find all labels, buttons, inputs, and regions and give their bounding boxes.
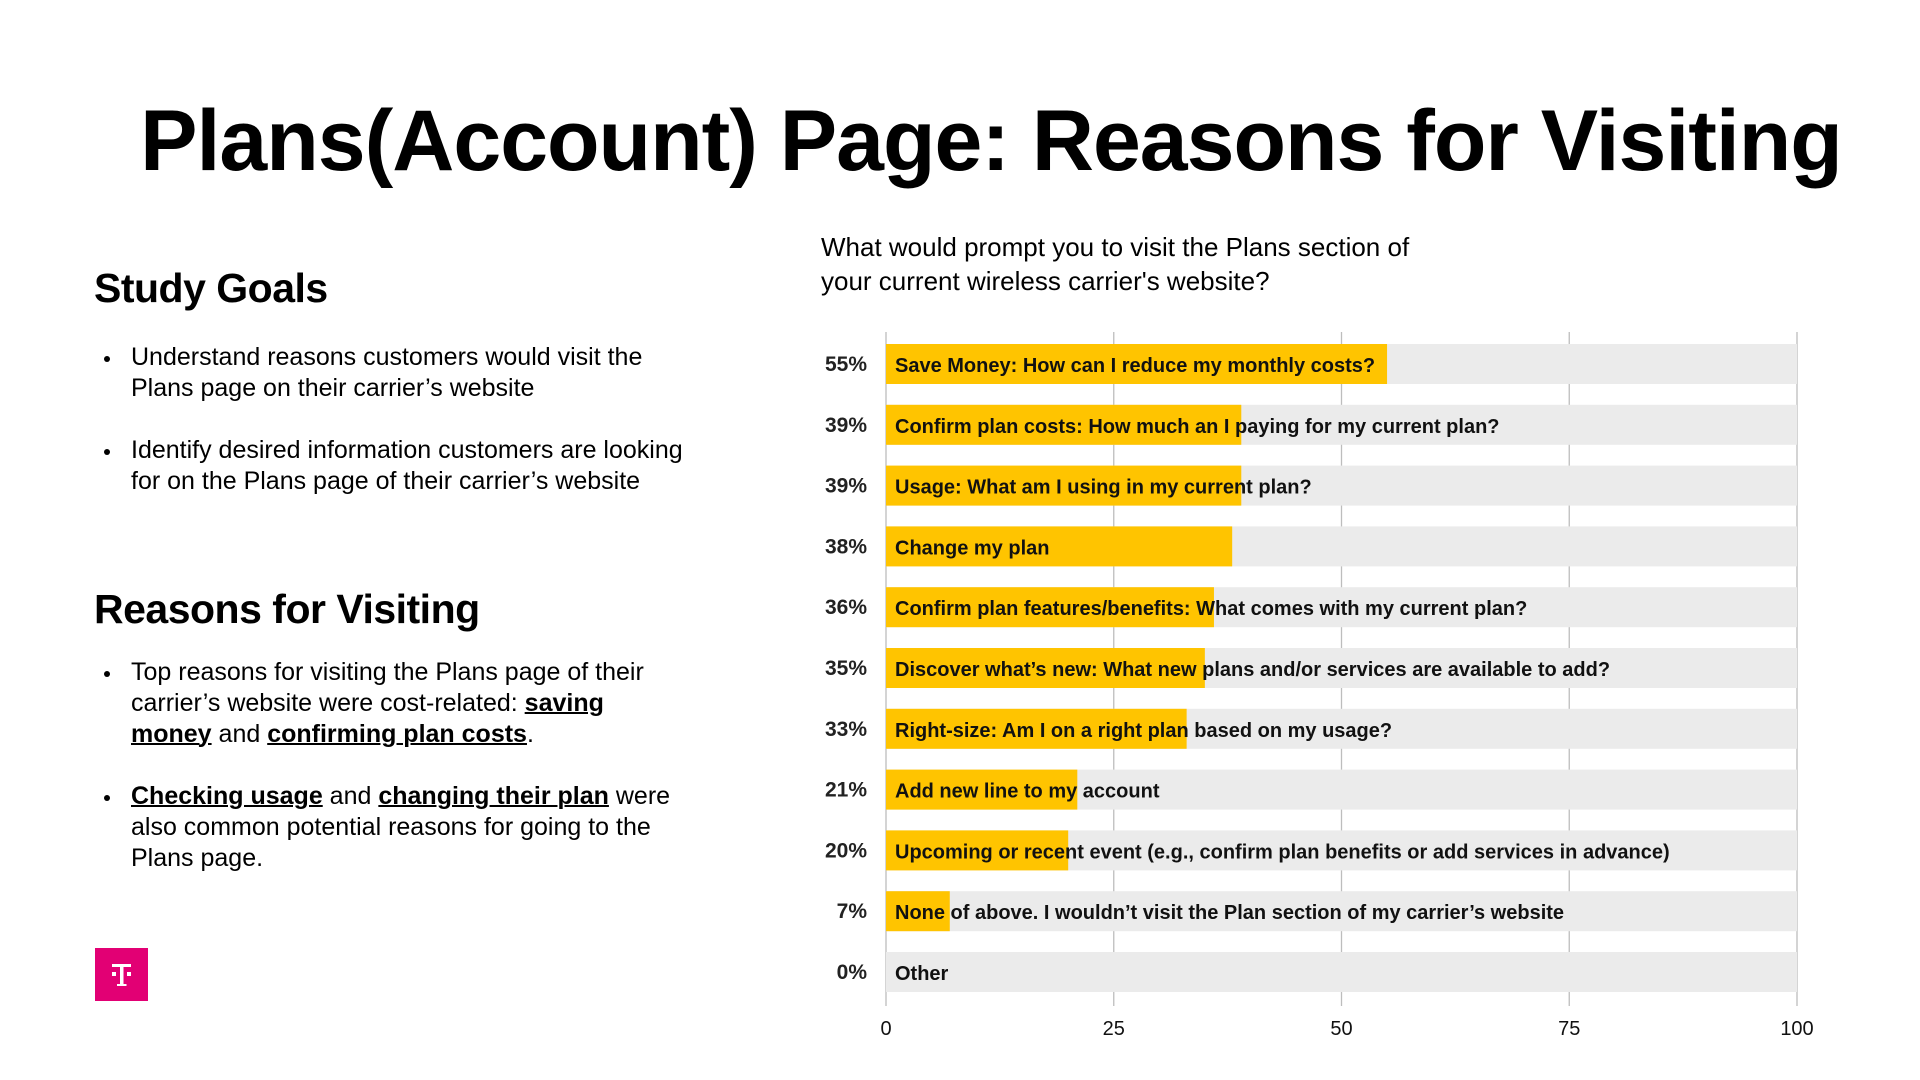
bar-label: Right-size: Am I on a right plan based o… bbox=[895, 720, 1392, 742]
emphasis-text: saving money bbox=[131, 689, 604, 748]
x-tick-label: 25 bbox=[1103, 1018, 1125, 1040]
bar-track bbox=[886, 891, 1797, 932]
t-mobile-logo bbox=[95, 948, 148, 1001]
value-label: 20% bbox=[825, 839, 867, 862]
value-label: 7% bbox=[837, 900, 868, 923]
text: Top reasons for visiting the Plans page … bbox=[131, 658, 644, 717]
bar bbox=[886, 891, 950, 932]
text: and bbox=[322, 782, 379, 810]
bar-label: Upcoming or recent event (e.g., confirm … bbox=[895, 841, 1670, 863]
bar bbox=[886, 830, 1069, 871]
emphasis-text: confirming plan costs bbox=[267, 720, 527, 748]
reasons-heading: Reasons for Visiting bbox=[94, 586, 480, 632]
x-tick-label: 0 bbox=[880, 1018, 891, 1040]
list-item: Top reasons for visiting the Plans page … bbox=[104, 657, 684, 750]
bar bbox=[886, 344, 1388, 384]
bar-label: Confirm plan costs: How much an I paying… bbox=[895, 416, 1500, 438]
list-item: Understand reasons customers would visit… bbox=[104, 342, 684, 404]
list-item: Identify desired information customers a… bbox=[104, 435, 684, 497]
bar-label: None of above. I wouldn’t visit the Plan… bbox=[895, 902, 1564, 924]
value-label: 39% bbox=[825, 475, 867, 498]
value-label: 21% bbox=[825, 779, 867, 802]
bar-label: Confirm plan features/benefits: What com… bbox=[895, 598, 1527, 620]
x-tick-label: 50 bbox=[1330, 1018, 1352, 1040]
bar-label: Add new line to my account bbox=[895, 781, 1160, 803]
value-label: 35% bbox=[825, 657, 867, 680]
x-tick-label: 75 bbox=[1558, 1018, 1580, 1040]
t-logo-icon bbox=[112, 964, 131, 986]
value-label: 55% bbox=[825, 353, 867, 376]
bar bbox=[886, 708, 1187, 749]
bar-label: Discover what’s new: What new plans and/… bbox=[895, 659, 1610, 681]
study-goals-list: Understand reasons customers would visit… bbox=[104, 342, 684, 528]
bar bbox=[886, 526, 1233, 567]
emphasis-text: changing their plan bbox=[378, 782, 609, 810]
bar bbox=[886, 587, 1214, 628]
value-label: 38% bbox=[825, 535, 867, 558]
value-label: 33% bbox=[825, 718, 867, 741]
bar bbox=[886, 769, 1078, 810]
text: . bbox=[526, 720, 534, 748]
value-label: 0% bbox=[837, 961, 868, 984]
study-goals-heading: Study Goals bbox=[94, 265, 328, 311]
value-label: 36% bbox=[825, 596, 867, 619]
page-title: Plans(Account) Page: Reasons for Visitin… bbox=[140, 93, 1843, 189]
bar-label: Save Money: How can I reduce my monthly … bbox=[895, 355, 1375, 377]
emphasis-text: Checking usage bbox=[131, 782, 323, 810]
chart-title: What would prompt you to visit the Plans… bbox=[821, 232, 1410, 296]
x-tick-label: 100 bbox=[1780, 1018, 1813, 1040]
bar bbox=[886, 648, 1205, 688]
bar-label: Change my plan bbox=[895, 537, 1049, 559]
reasons-list: Top reasons for visiting the Plans page … bbox=[104, 657, 684, 905]
bar-label: Other bbox=[895, 963, 949, 985]
list-item: Checking usage and changing their plan w… bbox=[104, 781, 684, 874]
bar-label: Usage: What am I using in my current pla… bbox=[895, 477, 1312, 499]
text: were also common potential reasons for g… bbox=[131, 782, 671, 872]
bar bbox=[886, 404, 1242, 445]
value-label: 39% bbox=[825, 414, 867, 437]
bar bbox=[886, 465, 1242, 506]
text: and bbox=[211, 720, 268, 748]
bar-track bbox=[886, 952, 1797, 992]
